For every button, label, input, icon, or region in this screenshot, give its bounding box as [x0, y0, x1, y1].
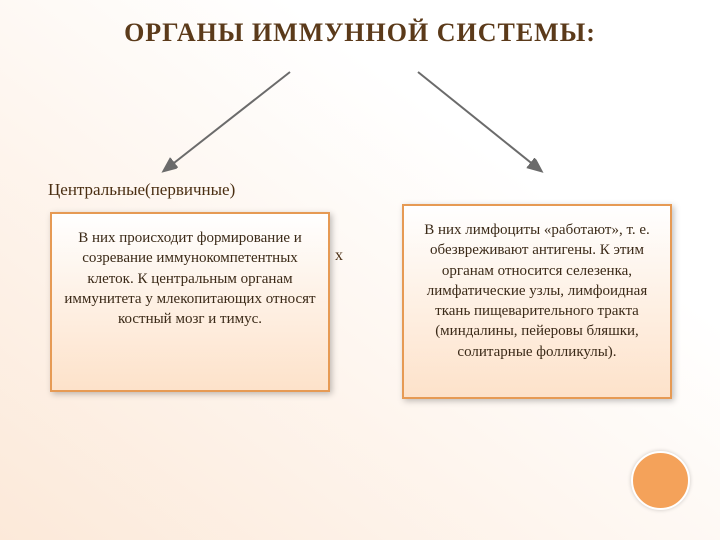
stray-char: x: [335, 247, 343, 265]
subhead-left: Центральные(первичные): [48, 180, 348, 200]
box-right: В них лимфоциты «работают», т. е. обезвр…: [402, 204, 672, 399]
arrow-left-line: [165, 72, 290, 170]
slide-title: ОРГАНЫ ИММУННОЙ СИСТЕМЫ:: [0, 18, 720, 48]
box-left: В них происходит формирование и созреван…: [50, 212, 330, 392]
corner-circle-icon: [631, 451, 690, 510]
arrow-right-line: [418, 72, 540, 170]
slide: ОРГАНЫ ИММУННОЙ СИСТЕМЫ: Центральные(пер…: [0, 0, 720, 540]
